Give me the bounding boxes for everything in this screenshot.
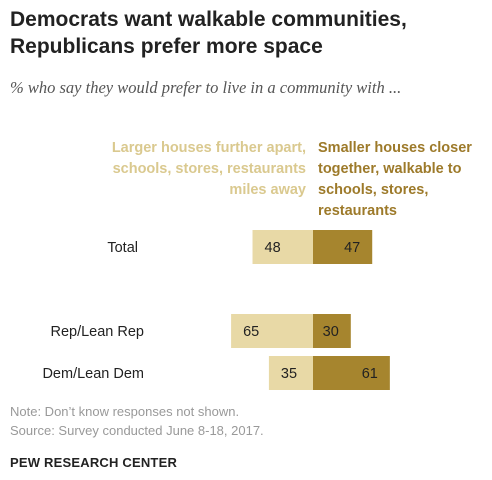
bar-smaller-houses xyxy=(313,230,373,264)
bar-larger-houses xyxy=(268,356,313,390)
category-label: Dem/Lean Dem xyxy=(42,366,144,382)
category-label: Rep/Lean Rep xyxy=(50,324,144,340)
pew-logo-text: PEW RESEARCH CENTER xyxy=(10,455,178,470)
chart-note: Note: Don’t know responses not shown. xyxy=(10,404,240,419)
legend-smaller-houses: Smaller houses closer together, walkable… xyxy=(318,140,472,219)
legend-larger-houses: Larger houses further apart, schools, st… xyxy=(111,140,306,198)
bar-smaller-houses xyxy=(313,356,390,390)
value-label-larger: 35 xyxy=(281,366,297,382)
chart-subtitle: % who say they would prefer to live in a… xyxy=(10,78,402,97)
value-label-smaller: 61 xyxy=(362,366,378,382)
value-label-smaller: 47 xyxy=(344,240,360,256)
chart-title: Democrats want walkable communities, Rep… xyxy=(10,8,407,58)
bar-smaller-houses xyxy=(313,314,351,348)
bar-larger-houses xyxy=(231,314,313,348)
chart-source: Source: Survey conducted June 8-18, 2017… xyxy=(10,423,264,438)
value-label-larger: 65 xyxy=(243,324,259,340)
value-label-smaller: 30 xyxy=(323,324,339,340)
bar-larger-houses xyxy=(252,230,313,264)
value-label-larger: 48 xyxy=(265,240,281,256)
category-label: Total xyxy=(107,240,138,256)
